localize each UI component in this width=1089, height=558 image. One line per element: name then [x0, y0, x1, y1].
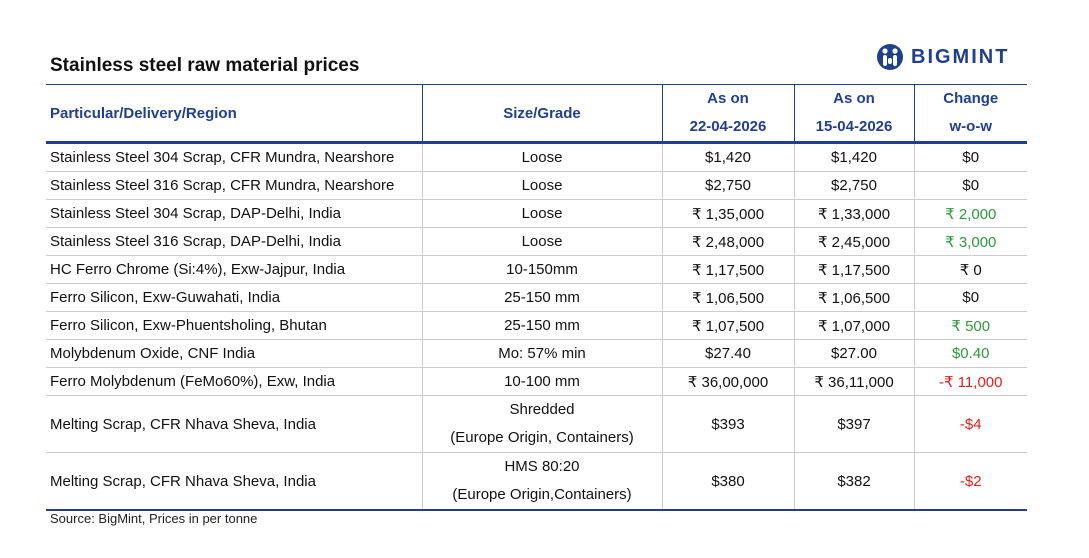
cell-previous: ₹ 36,11,000 [794, 367, 915, 396]
table-row: Ferro Molybdenum (FeMo60%), Exw, India 10… [46, 367, 1027, 396]
cell-previous: ₹ 1,17,500 [794, 255, 915, 284]
cell-size: Loose [422, 199, 663, 228]
cell-particular: Stainless Steel 316 Scrap, DAP-Delhi, In… [46, 227, 423, 256]
cell-particular: Melting Scrap, CFR Nhava Sheva, India [46, 395, 423, 453]
cell-particular: HC Ferro Chrome (Si:4%), Exw-Jajpur, Ind… [46, 255, 423, 284]
header-change: Change w-o-w [914, 84, 1027, 144]
cell-size: Shredded (Europe Origin, Containers) [422, 395, 663, 453]
cell-current: ₹ 1,07,500 [662, 311, 795, 340]
cell-current: ₹ 36,00,000 [662, 367, 795, 396]
cell-change: -₹ 11,000 [914, 367, 1027, 396]
price-table: Particular/Delivery/Region Size/Grade As… [46, 84, 1027, 511]
table-row: Stainless Steel 304 Scrap, CFR Mundra, N… [46, 142, 1027, 172]
header-current-line1: As on [707, 90, 749, 107]
cell-change: ₹ 0 [914, 255, 1027, 284]
header-particular: Particular/Delivery/Region [46, 84, 423, 144]
header-previous: As on 15-04-2026 [794, 84, 915, 144]
table-row: Melting Scrap, CFR Nhava Sheva, India HMS… [46, 452, 1027, 511]
cell-size: 25-150 mm [422, 283, 663, 312]
header-current: As on 22-04-2026 [662, 84, 795, 144]
cell-particular: Ferro Molybdenum (FeMo60%), Exw, India [46, 367, 423, 396]
header-size: Size/Grade [422, 84, 663, 144]
cell-change: -$4 [914, 395, 1027, 453]
cell-previous: ₹ 1,33,000 [794, 199, 915, 228]
cell-current: $1,420 [662, 142, 795, 172]
cell-current: $393 [662, 395, 795, 453]
cell-change: $0.40 [914, 339, 1027, 368]
header-previous-line1: As on [833, 90, 875, 107]
table-row: Stainless Steel 316 Scrap, DAP-Delhi, In… [46, 227, 1027, 256]
header-change-line1: Change [943, 90, 999, 107]
cell-previous: $2,750 [794, 171, 915, 200]
cell-current: $27.40 [662, 339, 795, 368]
bigmint-logo-icon [877, 44, 903, 70]
cell-current: ₹ 2,48,000 [662, 227, 795, 256]
cell-size-line2: (Europe Origin, Containers) [450, 429, 634, 446]
cell-size: Loose [422, 142, 663, 172]
table-row: HC Ferro Chrome (Si:4%), Exw-Jajpur, Ind… [46, 255, 1027, 284]
cell-particular: Stainless Steel 304 Scrap, CFR Mundra, N… [46, 142, 423, 172]
cell-size-line1: HMS 80:20 [504, 458, 580, 475]
cell-particular: Stainless Steel 304 Scrap, DAP-Delhi, In… [46, 199, 423, 228]
cell-change: $0 [914, 171, 1027, 200]
table-header-row: Particular/Delivery/Region Size/Grade As… [46, 84, 1027, 144]
cell-previous: $27.00 [794, 339, 915, 368]
cell-size: Mo: 57% min [422, 339, 663, 368]
cell-previous: $382 [794, 452, 915, 511]
cell-current: ₹ 1,17,500 [662, 255, 795, 284]
cell-change: -$2 [914, 452, 1027, 511]
table-row: Stainless Steel 304 Scrap, DAP-Delhi, In… [46, 199, 1027, 228]
cell-particular: Ferro Silicon, Exw-Guwahati, India [46, 283, 423, 312]
cell-particular: Stainless Steel 316 Scrap, CFR Mundra, N… [46, 171, 423, 200]
cell-particular: Melting Scrap, CFR Nhava Sheva, India [46, 452, 423, 511]
source-note: Source: BigMint, Prices in per tonne [50, 511, 258, 526]
cell-change: ₹ 2,000 [914, 199, 1027, 228]
header-current-line2: 22-04-2026 [689, 118, 767, 135]
cell-current: $380 [662, 452, 795, 511]
cell-change: ₹ 500 [914, 311, 1027, 340]
page-title: Stainless steel raw material prices [50, 55, 360, 76]
cell-current: ₹ 1,06,500 [662, 283, 795, 312]
cell-change: $0 [914, 142, 1027, 172]
cell-size-line1: Shredded [509, 401, 575, 418]
cell-change: $0 [914, 283, 1027, 312]
logo-text: BIGMINT [911, 45, 1010, 68]
cell-size: 10-150mm [422, 255, 663, 284]
cell-size-line2: (Europe Origin,Containers) [452, 486, 632, 503]
cell-size: 25-150 mm [422, 311, 663, 340]
cell-change: ₹ 3,000 [914, 227, 1027, 256]
cell-current: ₹ 1,35,000 [662, 199, 795, 228]
header-change-line2: w-o-w [949, 118, 993, 135]
table-row: Ferro Silicon, Exw-Guwahati, India 25-150… [46, 283, 1027, 312]
cell-previous: ₹ 1,06,500 [794, 283, 915, 312]
cell-previous: $1,420 [794, 142, 915, 172]
table-body: Stainless Steel 304 Scrap, CFR Mundra, N… [46, 142, 1027, 511]
table-row: Stainless Steel 316 Scrap, CFR Mundra, N… [46, 171, 1027, 200]
bigmint-logo: BIGMINT [876, 42, 1009, 72]
cell-particular: Ferro Silicon, Exw-Phuentsholing, Bhutan [46, 311, 423, 340]
cell-previous: ₹ 1,07,000 [794, 311, 915, 340]
cell-size: 10-100 mm [422, 367, 663, 396]
cell-previous: $397 [794, 395, 915, 453]
table-row: Ferro Silicon, Exw-Phuentsholing, Bhutan… [46, 311, 1027, 340]
cell-previous: ₹ 2,45,000 [794, 227, 915, 256]
cell-size: HMS 80:20 (Europe Origin,Containers) [422, 452, 663, 511]
cell-particular: Molybdenum Oxide, CNF India [46, 339, 423, 368]
table-row: Melting Scrap, CFR Nhava Sheva, India Shr… [46, 395, 1027, 453]
header-previous-line2: 15-04-2026 [815, 118, 893, 135]
cell-size: Loose [422, 227, 663, 256]
cell-current: $2,750 [662, 171, 795, 200]
table-row: Molybdenum Oxide, CNF India Mo: 57% min $2… [46, 339, 1027, 368]
cell-size: Loose [422, 171, 663, 200]
